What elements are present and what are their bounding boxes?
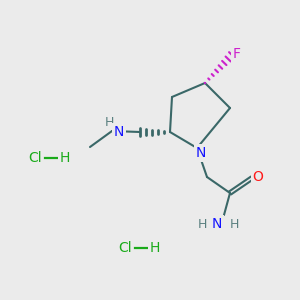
Text: H: H <box>229 218 239 232</box>
Text: H: H <box>104 116 114 128</box>
Text: H: H <box>197 218 207 232</box>
Text: F: F <box>233 47 241 61</box>
Text: H: H <box>150 241 160 255</box>
Text: O: O <box>253 170 263 184</box>
Text: Cl: Cl <box>118 241 132 255</box>
Text: N: N <box>196 146 206 160</box>
Text: N: N <box>212 217 222 231</box>
Text: H: H <box>60 151 70 165</box>
Text: Cl: Cl <box>28 151 42 165</box>
Text: N: N <box>114 125 124 139</box>
